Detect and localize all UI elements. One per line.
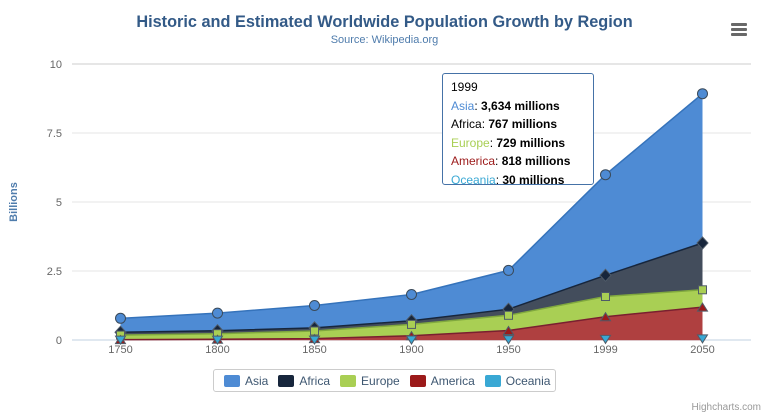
svg-text:7.5: 7.5 <box>47 128 62 140</box>
svg-text:1850: 1850 <box>302 344 326 356</box>
svg-text:1750: 1750 <box>108 344 132 356</box>
svg-text:0: 0 <box>56 335 62 347</box>
svg-text:1900: 1900 <box>399 344 423 356</box>
svg-text:2050: 2050 <box>690 344 714 356</box>
svg-text:1950: 1950 <box>496 344 520 356</box>
svg-text:1999: 1999 <box>593 344 617 356</box>
svg-text:2.5: 2.5 <box>47 266 62 278</box>
svg-text:10: 10 <box>50 59 62 71</box>
svg-text:5: 5 <box>56 197 62 209</box>
svg-text:1800: 1800 <box>205 344 229 356</box>
